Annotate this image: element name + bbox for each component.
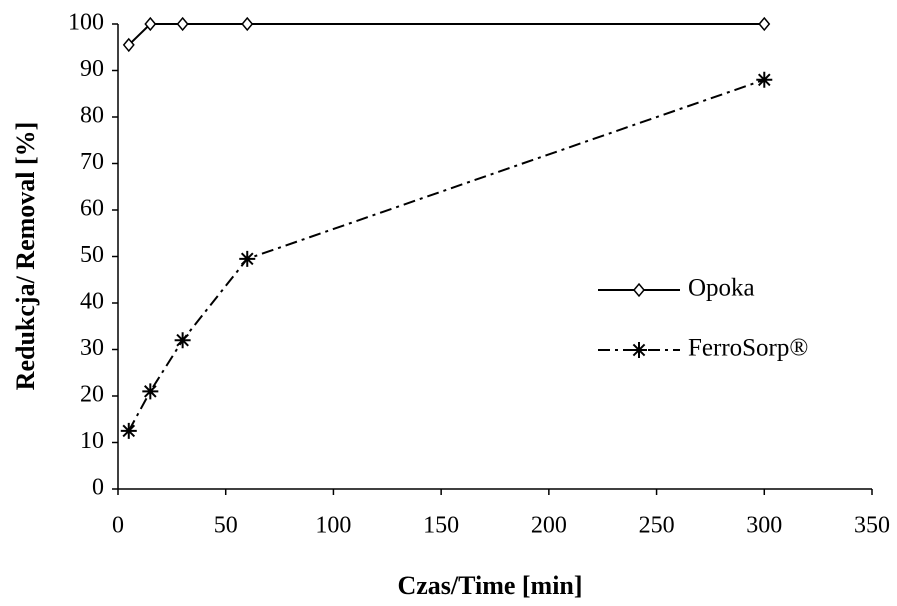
y-tick-label: 10 <box>80 428 104 454</box>
x-tick-label: 200 <box>531 513 567 539</box>
marker <box>122 37 135 53</box>
y-tick-label: 30 <box>80 335 104 361</box>
marker <box>241 16 254 32</box>
marker <box>174 332 191 349</box>
x-tick-label: 100 <box>315 513 351 539</box>
x-tick-label: 150 <box>423 513 459 539</box>
marker <box>120 422 137 439</box>
x-tick-label: 250 <box>639 513 675 539</box>
y-tick-label: 40 <box>80 289 104 315</box>
marker <box>631 342 647 358</box>
x-tick-label: 350 <box>854 513 890 539</box>
y-tick-label: 20 <box>80 382 104 408</box>
marker <box>756 71 773 88</box>
legend-label: FerroSorp® <box>688 335 808 362</box>
y-tick-label: 70 <box>80 149 104 175</box>
legend-label: Opoka <box>688 275 755 302</box>
marker <box>144 16 157 32</box>
x-tick-label: 300 <box>746 513 782 539</box>
y-tick-label: 80 <box>80 103 104 129</box>
marker <box>176 16 189 32</box>
y-tick-label: 100 <box>68 10 104 36</box>
y-tick-label: 90 <box>80 56 104 82</box>
marker <box>633 282 645 298</box>
x-tick-label: 0 <box>112 513 124 539</box>
y-axis-title: Redukcja/ Removal [%] <box>11 122 40 391</box>
series-line <box>127 78 765 432</box>
marker <box>239 250 256 267</box>
marker <box>142 383 159 400</box>
y-tick-label: 0 <box>92 475 104 501</box>
series-line <box>128 23 765 46</box>
y-tick-label: 50 <box>80 242 104 268</box>
marker <box>758 16 771 32</box>
y-tick-label: 60 <box>80 196 104 222</box>
x-axis-title: Czas/Time [min] <box>397 571 582 600</box>
x-tick-label: 50 <box>214 513 238 539</box>
